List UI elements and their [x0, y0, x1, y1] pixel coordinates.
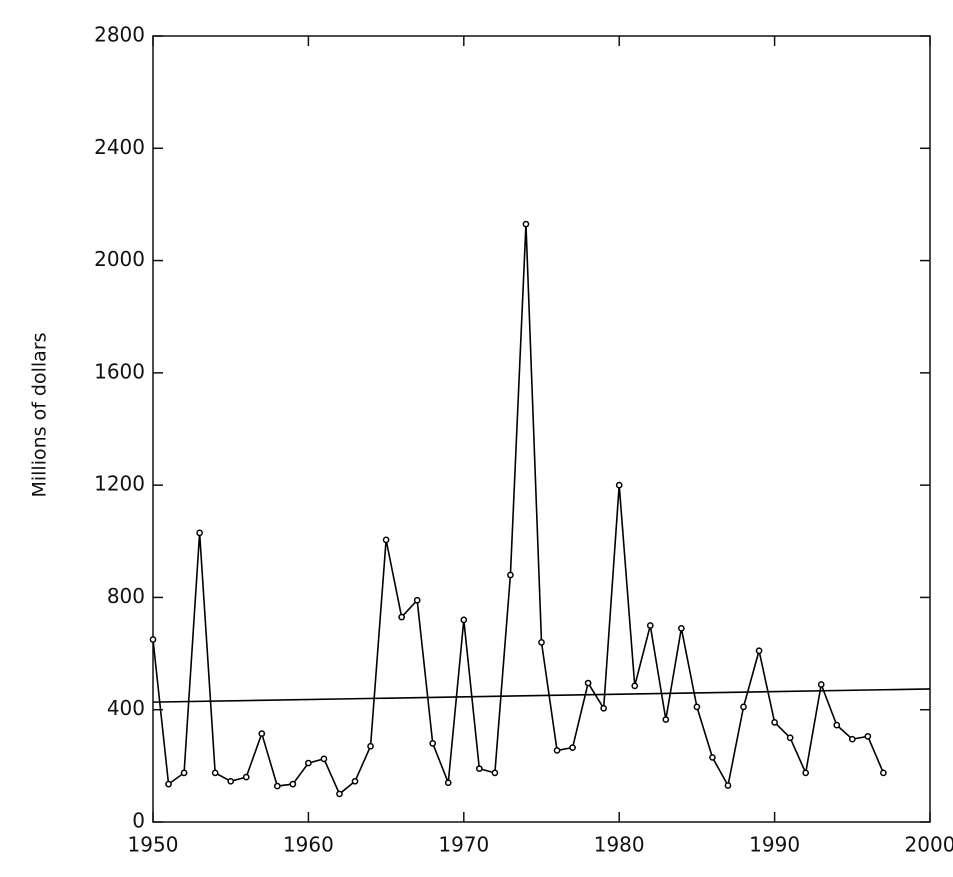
data-point: [848, 735, 856, 743]
data-point: [491, 769, 499, 777]
data-point: [880, 769, 887, 777]
data-point: [864, 733, 872, 740]
y-tick-label: 2400: [94, 135, 145, 159]
data-point: [833, 721, 841, 729]
data-point: [149, 636, 157, 643]
data-point: [475, 765, 483, 773]
data-point: [336, 790, 343, 798]
data-point: [398, 613, 405, 621]
data-point: [740, 703, 747, 711]
y-tick-label: 800: [107, 584, 145, 608]
data-point: [196, 529, 203, 537]
y-axis-label: Millions of dollars: [29, 332, 51, 497]
data-point: [258, 730, 266, 737]
data-point: [180, 769, 188, 777]
data-point: [273, 782, 281, 790]
data-point: [289, 780, 297, 788]
x-tick-label: 1980: [594, 833, 645, 857]
data-point: [165, 780, 172, 788]
data-point: [429, 740, 437, 747]
data-point: [367, 742, 374, 750]
data-point: [522, 220, 530, 228]
y-tick-label: 0: [132, 809, 145, 833]
x-tick-label: 1950: [128, 833, 179, 857]
data-point: [444, 779, 452, 787]
x-tick-label: 1990: [749, 833, 800, 857]
x-tick-label: 1970: [438, 833, 489, 857]
y-tick-label: 2800: [94, 23, 145, 47]
data-point: [662, 716, 670, 723]
data-point: [305, 759, 312, 767]
data-point: [802, 769, 810, 777]
x-tick-label: 2000: [905, 833, 953, 857]
data-point: [724, 782, 732, 789]
series-line: [152, 224, 885, 796]
data-point: [646, 622, 654, 629]
data-point: [709, 754, 716, 761]
data-point: [584, 679, 592, 687]
data-point: [600, 704, 608, 712]
data-point: [553, 747, 561, 754]
plot-frame: [152, 35, 931, 823]
data-point: [460, 616, 468, 624]
y-tick-label: 400: [107, 696, 145, 720]
data-point: [615, 481, 623, 489]
data-point: [507, 571, 514, 579]
data-point: [538, 638, 545, 646]
data-point: [771, 718, 778, 726]
data-point: [786, 734, 794, 742]
data-point: [569, 744, 576, 751]
data-point: [211, 769, 219, 777]
data-point: [320, 755, 328, 763]
x-tick-label: 1960: [283, 833, 334, 857]
data-point: [631, 682, 639, 690]
series-line: [152, 688, 931, 703]
y-tick-label: 2000: [94, 247, 145, 271]
data-point: [817, 681, 825, 688]
data-point: [678, 624, 685, 632]
y-tick-label: 1600: [94, 359, 145, 383]
data-point: [693, 703, 701, 711]
data-point: [227, 777, 235, 785]
data-point: [413, 596, 421, 604]
y-tick-label: 1200: [94, 472, 145, 496]
data-point: [351, 777, 359, 785]
data-point: [242, 773, 250, 781]
data-point: [755, 647, 763, 655]
data-point: [382, 536, 390, 544]
